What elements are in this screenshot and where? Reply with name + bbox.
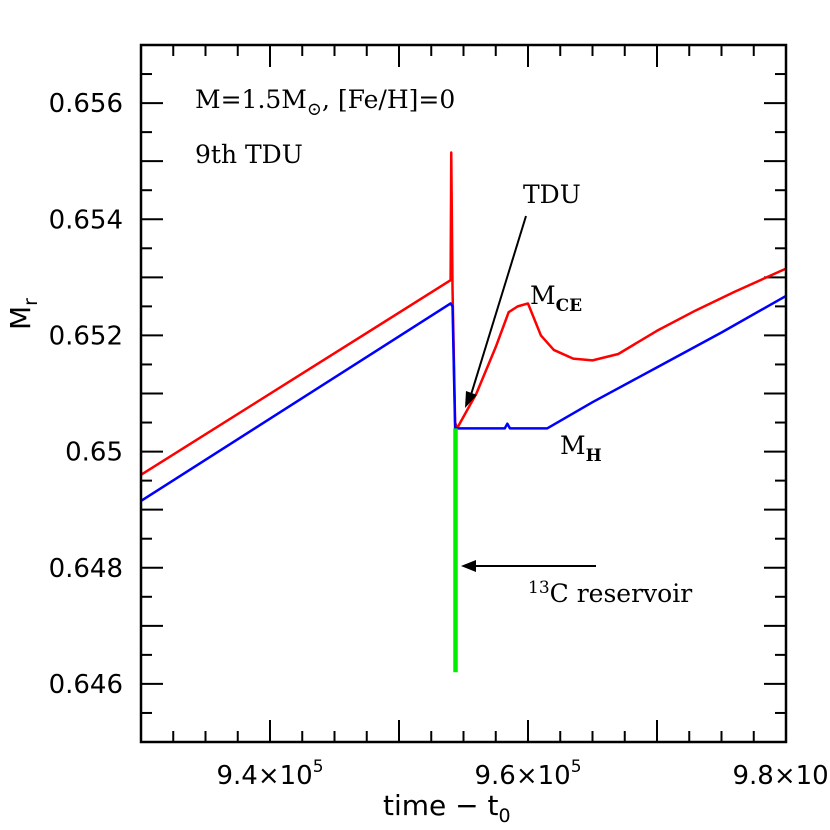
series-lines	[140, 151, 787, 673]
reservoir-label: 13C reservoir	[528, 578, 692, 608]
plot-frame	[139, 43, 788, 744]
reservoir-label-sup: 13	[528, 578, 550, 598]
mce-label: MCE	[530, 281, 582, 316]
reservoir-arrowhead	[461, 560, 476, 572]
x-tick-label: 9.8×105	[732, 757, 830, 791]
tick-labels: 0.646 0.648 0.65 0.652 0.654 0.656 9.4×105 9.6×…	[49, 89, 830, 791]
y-tick-label: 0.646	[49, 670, 123, 700]
model-annotation: M=1.5M⊙, [Fe/H]=0	[195, 85, 455, 120]
y-axis-title-sub: r	[20, 298, 42, 306]
y-axis-title: Mr	[4, 298, 42, 330]
y-tick-label: 0.654	[49, 205, 123, 235]
tdu-annotation: TDU	[523, 180, 581, 209]
x-axis-title-sub: 0	[499, 805, 511, 827]
y-tick-label: 0.656	[49, 89, 123, 119]
series-line-mh	[140, 294, 787, 503]
x-axis-title: time − t0	[383, 789, 511, 827]
axis-ticks	[140, 44, 787, 743]
tdu-number-annotation: 9th TDU	[195, 140, 303, 169]
tdu-arrowhead	[465, 391, 477, 408]
x-tick-label: 9.4×105	[216, 757, 323, 791]
y-tick-label: 0.652	[49, 321, 123, 351]
series-line-mce	[140, 151, 787, 476]
y-tick-label: 0.648	[49, 554, 123, 584]
tdu-arrow	[469, 215, 527, 399]
mh-label: MH	[560, 431, 602, 466]
solar-subscript: ⊙	[307, 99, 322, 120]
x-tick-label: 9.6×105	[474, 757, 581, 791]
y-tick-label: 0.65	[65, 438, 123, 468]
